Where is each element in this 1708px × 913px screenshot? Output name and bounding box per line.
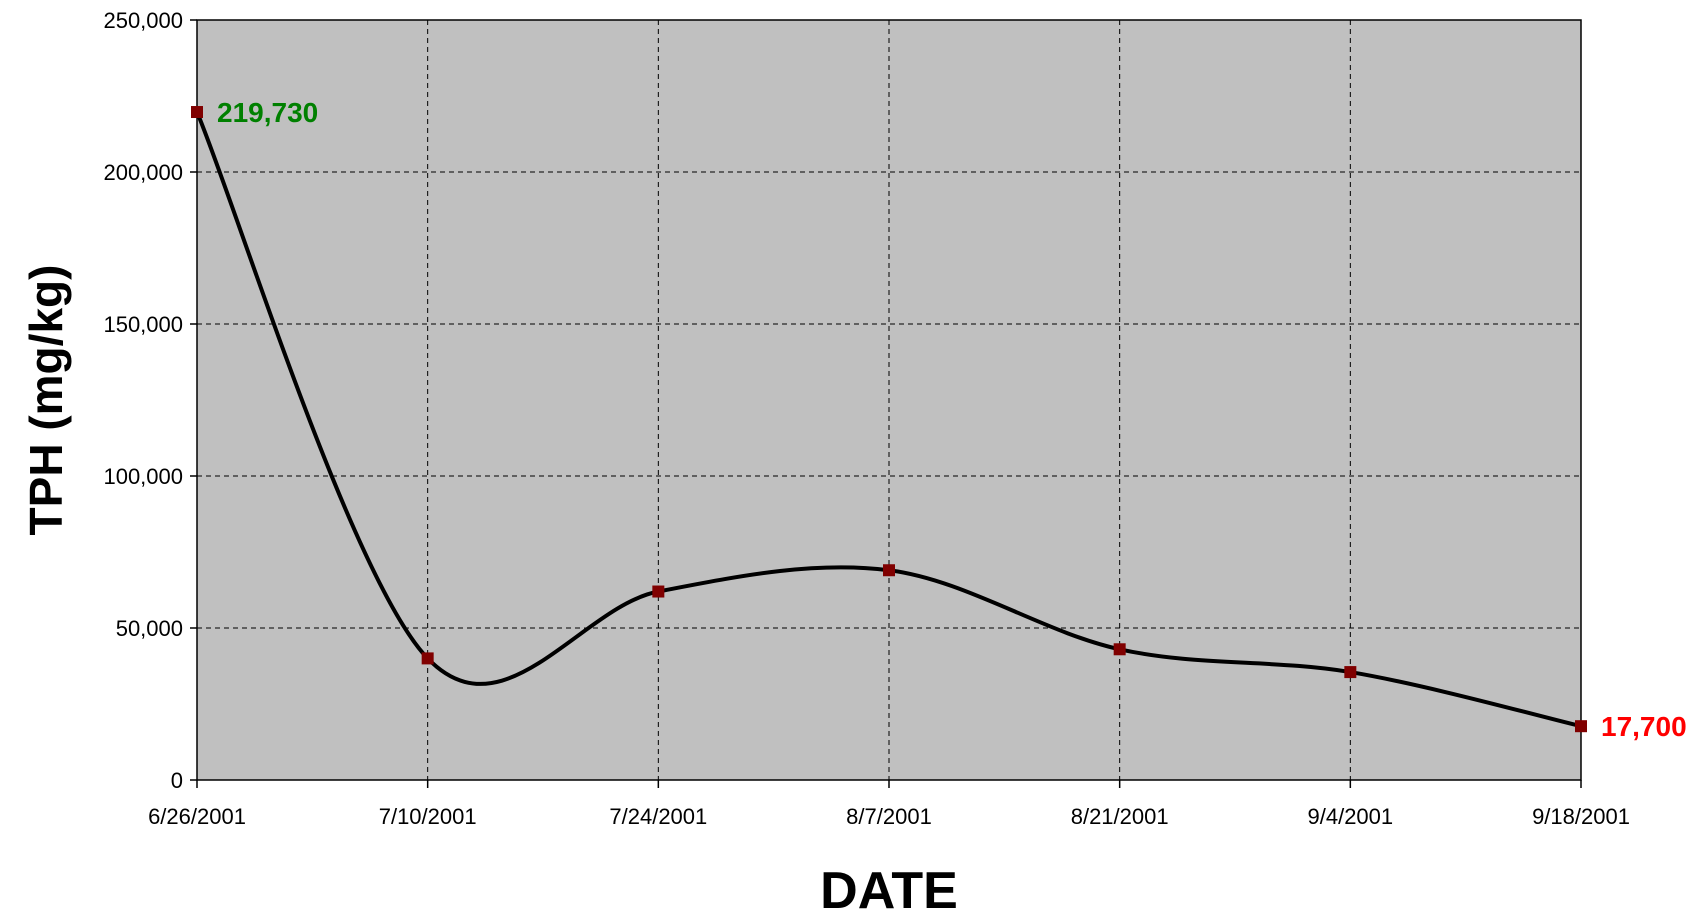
data-point xyxy=(652,585,665,598)
data-point xyxy=(1575,720,1587,733)
x-tick-label: 9/18/2001 xyxy=(1532,804,1630,829)
data-labels: 219,730 17,700 xyxy=(217,97,1687,742)
y-tick-labels: 0 50,000 100,000 150,000 200,000 250,000 xyxy=(103,8,183,793)
series-line xyxy=(195,111,1582,729)
y-tick-label: 150,000 xyxy=(103,312,183,337)
data-point xyxy=(1344,666,1357,679)
x-tick-label: 7/10/2001 xyxy=(379,804,477,829)
y-tick-label: 200,000 xyxy=(103,160,183,185)
data-point xyxy=(421,652,434,665)
x-tick-label: 7/24/2001 xyxy=(609,804,707,829)
data-label: 219,730 xyxy=(217,97,318,128)
y-tick-label: 250,000 xyxy=(103,8,183,33)
y-tick-label: 50,000 xyxy=(116,616,183,641)
data-point xyxy=(191,106,203,119)
data-point xyxy=(883,564,895,577)
x-axis-title: DATE xyxy=(820,862,958,913)
x-tick-label: 6/26/2001 xyxy=(148,804,246,829)
y-tick-label: 0 xyxy=(171,768,183,793)
data-markers xyxy=(191,106,1587,733)
x-tick-label: 8/7/2001 xyxy=(846,804,932,829)
x-tick-labels: 6/26/2001 7/10/2001 7/24/2001 8/7/2001 8/21/… xyxy=(148,804,1630,829)
y-axis-title: TPH (mg/kg) xyxy=(20,265,72,536)
y-tick-label: 100,000 xyxy=(103,464,183,489)
x-tick-label: 9/4/2001 xyxy=(1308,804,1394,829)
data-point xyxy=(1113,643,1126,656)
x-tick-label: 8/21/2001 xyxy=(1071,804,1169,829)
axes xyxy=(190,19,1582,788)
data-label: 17,700 xyxy=(1601,711,1687,742)
